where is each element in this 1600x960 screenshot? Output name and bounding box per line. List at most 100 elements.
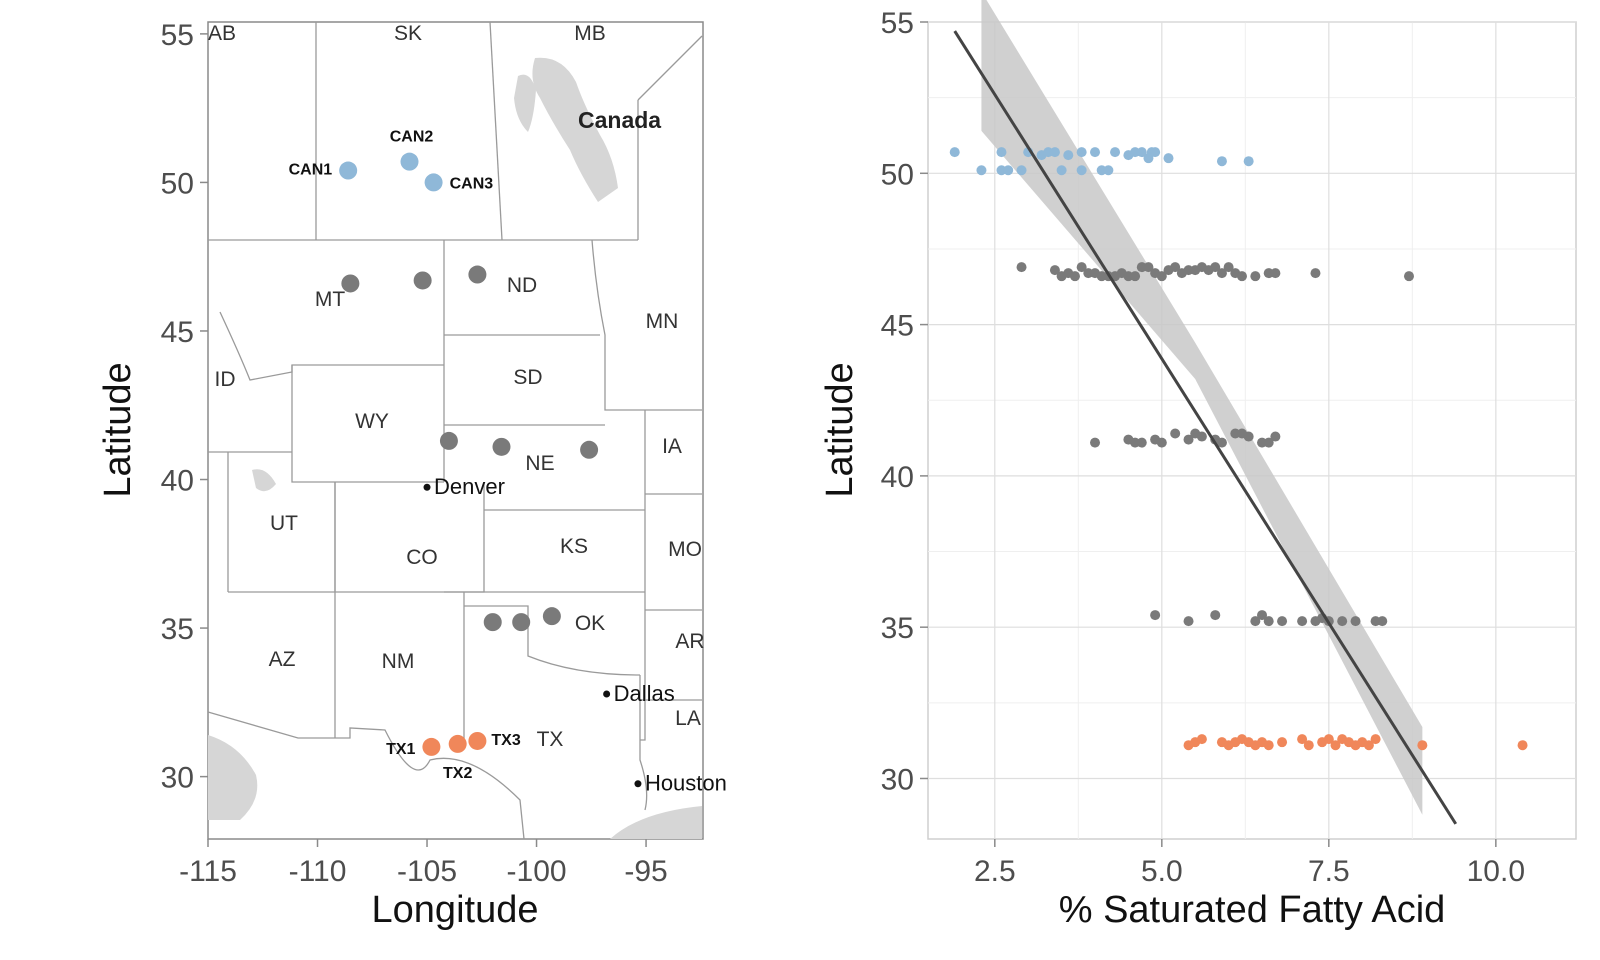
data-point-usa	[1377, 616, 1388, 627]
border-dakotas-mn	[591, 239, 702, 411]
city-dot-houston	[634, 780, 642, 788]
data-point-usa	[1250, 616, 1261, 627]
data-point-texas	[1417, 740, 1428, 751]
border-mb-on-diag	[637, 35, 703, 101]
scatter-points	[949, 147, 1528, 751]
data-point-canada	[1163, 153, 1174, 164]
state-label-la: LA	[675, 707, 701, 730]
data-point-texas	[1303, 740, 1314, 751]
site-marker-usa-10	[512, 613, 531, 632]
data-point-usa	[1210, 262, 1221, 273]
data-point-usa	[1156, 271, 1167, 282]
site-label-can3: CAN3	[450, 175, 494, 192]
state-label-ks: KS	[560, 535, 588, 558]
data-point-canada	[1003, 165, 1014, 176]
data-point-usa	[1297, 616, 1308, 627]
border-wy	[291, 365, 444, 483]
data-point-usa	[1216, 437, 1227, 448]
data-point-usa	[1236, 271, 1247, 282]
state-label-mb: MB	[574, 22, 606, 45]
state-label-id: ID	[215, 368, 236, 391]
data-point-canada	[1016, 165, 1027, 176]
data-point-usa	[1143, 262, 1154, 273]
lake-manitoba	[514, 74, 536, 132]
great-salt-lake	[252, 469, 276, 492]
data-point-usa	[1183, 616, 1194, 627]
scatter-y-tick-label: 45	[881, 310, 914, 343]
data-point-usa	[1049, 265, 1060, 276]
scatter-x-axis-ticks: 2.5 5.0 7.5 10.0	[974, 839, 1525, 888]
map-y-tick-label: 30	[161, 762, 194, 795]
state-label-co: CO	[406, 546, 438, 569]
scatter-x-tick-label: 7.5	[1308, 855, 1350, 888]
data-point-usa	[1263, 437, 1274, 448]
city-label-denver: Denver	[434, 474, 505, 499]
state-label-mo: MO	[668, 538, 702, 561]
scatter-y-tick-label: 40	[881, 461, 914, 494]
map-y-tick-label: 45	[161, 316, 194, 349]
scatter-x-tick-label: 10.0	[1467, 855, 1525, 888]
site-marker-can2	[400, 152, 419, 171]
scatter-y-tick-label: 50	[881, 158, 914, 191]
scatter-y-tick-label: 30	[881, 763, 914, 796]
city-dot-denver	[423, 483, 431, 491]
site-marker-usa-8	[580, 440, 599, 459]
scatter-x-tick-label: 5.0	[1141, 855, 1183, 888]
map-water-bodies	[208, 57, 702, 839]
city-label-dallas: Dallas	[614, 681, 675, 706]
map-y-axis-title: Latitude	[97, 362, 139, 497]
data-point-usa	[1257, 610, 1268, 621]
data-point-usa	[1223, 262, 1234, 273]
data-point-usa	[1270, 268, 1281, 279]
data-point-usa	[1270, 431, 1281, 442]
city-label-houston: Houston	[645, 771, 727, 796]
site-marker-usa-6	[439, 431, 458, 450]
data-point-canada	[1063, 150, 1074, 161]
data-point-usa	[1136, 437, 1147, 448]
site-label-can1: CAN1	[289, 162, 333, 179]
site-marker-usa-9	[483, 613, 502, 632]
site-label-tx2: TX2	[443, 765, 472, 782]
data-point-canada	[976, 165, 987, 176]
data-point-usa	[1310, 268, 1321, 279]
scatter-y-axis-ticks: 55 50 45 40 35 30	[881, 7, 928, 796]
state-label-mt: MT	[315, 288, 345, 311]
border-tx-la	[639, 675, 648, 811]
state-label-ut: UT	[270, 512, 298, 535]
map-x-axis-title: Longitude	[372, 889, 539, 931]
data-point-texas	[1323, 734, 1334, 745]
site-label-tx1: TX1	[386, 741, 415, 758]
map-x-tick-label: -115	[179, 855, 237, 888]
data-point-usa	[1076, 262, 1087, 273]
data-point-usa	[1170, 262, 1181, 273]
map-y-tick-label: 55	[161, 19, 194, 52]
state-borders	[207, 21, 703, 840]
data-point-texas	[1517, 740, 1528, 751]
map-x-tick-label: -95	[624, 855, 667, 888]
border-mexico	[207, 711, 525, 840]
data-point-usa	[1069, 271, 1080, 282]
data-point-usa	[1403, 271, 1414, 282]
data-point-canada	[1243, 156, 1254, 167]
state-label-nd: ND	[507, 274, 537, 297]
site-marker-usa-4	[413, 271, 432, 290]
map-panel: AB SK MB MT ND MN ID SD WY IA NE UT KS MO CO OK AZ NM AR LA…	[97, 19, 727, 931]
site-marker-usa-7	[492, 437, 511, 456]
border-sk-mb	[489, 21, 503, 241]
state-label-ab: AB	[208, 22, 236, 45]
data-point-usa	[1210, 610, 1221, 621]
map-y-tick-label: 40	[161, 465, 194, 498]
state-label-wy: WY	[355, 410, 389, 433]
site-marker-tx1	[422, 737, 441, 756]
data-point-texas	[1263, 740, 1274, 751]
site-marker-can3	[424, 173, 443, 192]
map-x-tick-label: -105	[397, 855, 457, 888]
map-x-axis-ticks: -115 -110 -105 -100 -95	[179, 839, 668, 888]
site-marker-can1	[339, 161, 358, 180]
data-point-usa	[1337, 616, 1348, 627]
scatter-y-tick-label: 55	[881, 7, 914, 40]
map-y-tick-label: 35	[161, 613, 194, 646]
state-label-sk: SK	[394, 22, 422, 45]
data-point-usa	[1350, 616, 1361, 627]
